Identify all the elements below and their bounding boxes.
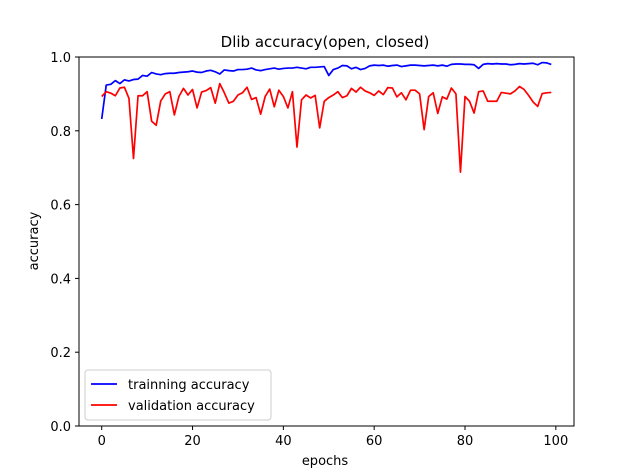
legend-box [84,369,272,421]
legend-label: validation accuracy [128,399,255,414]
legend-label: trainning accuracy [128,378,250,393]
x-axis: 0 20 40 60 80 100 [98,426,568,449]
y-tick-label: 0.0 [50,420,71,435]
series-line-validation [101,82,552,173]
y-tick-label: 1.0 [50,51,71,66]
y-axis: 0.0 0.2 0.4 0.6 0.8 1.0 [50,51,79,435]
y-tick-label: 0.8 [50,125,71,140]
series-line-training [100,61,552,120]
chart-title: Dlib accuracy(open, closed) [221,33,430,51]
x-tick-label: 100 [543,434,568,449]
plot-area [78,56,575,427]
x-tick-label: 40 [275,434,292,449]
y-tick-label: 0.2 [50,346,71,361]
x-tick-label: 0 [98,434,106,449]
x-tick-label: 80 [457,434,474,449]
y-tick-label: 0.4 [50,272,71,287]
x-tick-label: 60 [366,434,383,449]
y-axis-title: accuracy [27,211,42,270]
x-axis-title: epochs [302,454,349,469]
axes-frame [78,56,575,427]
legend: trainning accuracy validation accuracy [84,369,272,421]
x-tick-label: 20 [184,434,201,449]
y-tick-label: 0.6 [50,199,71,214]
